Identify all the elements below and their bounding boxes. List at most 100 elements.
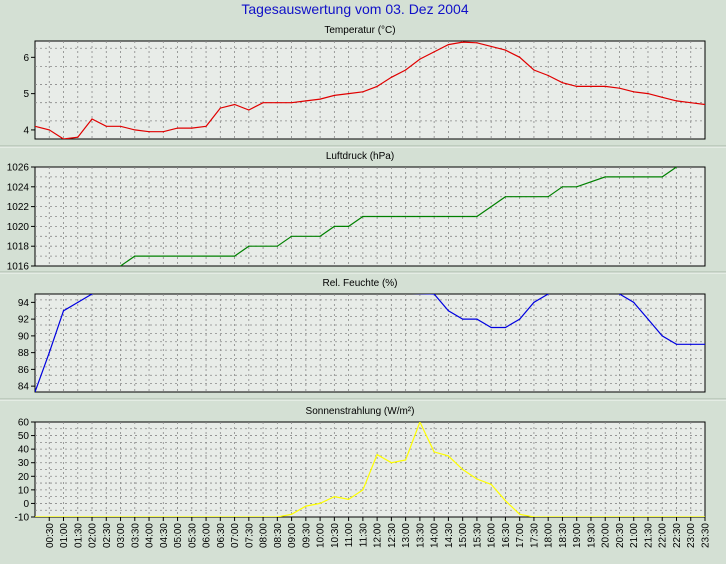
pressure-data-point (290, 235, 293, 237)
temperature-data-point (661, 96, 663, 98)
pressure-data-point (376, 215, 378, 218)
humidity-data-point (447, 310, 450, 312)
pressure-data-point (561, 186, 564, 188)
x-tick-label: 03:00 (116, 523, 127, 548)
radiation-data-point (576, 516, 578, 517)
temperature-data-point (419, 58, 421, 60)
pressure-data-point (405, 215, 407, 218)
radiation-y-tick-label: 40 (18, 445, 30, 456)
radiation-data-point (319, 502, 321, 505)
humidity-data-point (433, 294, 435, 295)
temperature-data-point (191, 127, 193, 129)
temperature-data-point (405, 69, 407, 71)
radiation-y-tick-label: -10 (15, 513, 30, 524)
temperature-data-point (91, 118, 93, 120)
radiation-data-point (35, 516, 36, 517)
temperature-data-point (319, 98, 321, 100)
humidity-data-point (633, 301, 635, 303)
pressure-data-point (233, 255, 236, 257)
radiation-data-point (348, 498, 350, 500)
humidity-chart-title: Rel. Feuchte (%) (322, 278, 397, 289)
temperature-data-point (433, 51, 435, 53)
radiation-data-point (119, 516, 122, 517)
humidity-data-point (675, 343, 678, 345)
x-tick-label: 07:30 (244, 523, 255, 548)
pressure-y-tick-label: 1026 (7, 163, 30, 174)
temperature-grid (35, 41, 705, 139)
x-tick-label: 21:30 (643, 523, 654, 548)
pressure-data-point (319, 235, 321, 237)
pressure-data-point (476, 215, 478, 218)
pressure-panel: Luftdruck (hPa) 1016 1018 1020 1022 1024 1026 (0, 151, 726, 274)
temperature-data-point (490, 45, 492, 48)
x-tick-label: 18:00 (544, 523, 555, 548)
pressure-y-tick-label: 1016 (7, 262, 30, 273)
x-tick-label: 17:30 (529, 523, 540, 548)
temperature-data-point (262, 102, 264, 104)
radiation-y-tick-label: 60 (18, 418, 30, 429)
temperature-panel: Temperatur (°C) 4 5 6 (0, 25, 726, 148)
x-tick-label: 22:30 (672, 523, 683, 548)
humidity-grid (35, 294, 705, 392)
humidity-y-tick-label: 88 (18, 348, 30, 359)
radiation-y-tick-label: 50 (18, 431, 30, 442)
x-tick-label: 19:30 (586, 523, 597, 548)
humidity-data-point (547, 294, 549, 295)
humidity-points (35, 294, 705, 392)
x-axis: 00:30 01:00 01:30 02:00 02:30 03:00 03:30 04:00… (45, 517, 712, 548)
x-tick-label: 21:00 (629, 523, 640, 548)
humidity-data-point (647, 318, 649, 320)
temperature-data-point (162, 131, 164, 133)
x-tick-label: 01:30 (73, 523, 84, 548)
radiation-data-point (376, 453, 378, 456)
x-tick-label: 00:30 (45, 523, 56, 548)
temperature-data-point (690, 102, 692, 104)
temperature-data-point (77, 136, 79, 138)
humidity-data-point (490, 326, 492, 329)
x-tick-label: 07:00 (230, 523, 241, 548)
temperature-data-point (305, 100, 307, 102)
pressure-data-point (547, 196, 549, 198)
pressure-data-point (205, 255, 207, 257)
x-tick-label: 18:30 (558, 523, 569, 548)
x-tick-label: 11:00 (344, 523, 355, 548)
temperature-data-point (390, 76, 392, 78)
humidity-panel: Rel. Feuchte (%) 84 86 88 90 92 94 (0, 278, 726, 401)
radiation-data-point (148, 516, 150, 517)
pressure-data-point (633, 176, 635, 178)
humidity-data-point (533, 301, 535, 303)
x-tick-label: 09:00 (287, 523, 298, 548)
temperature-data-point (233, 103, 236, 106)
humidity-y-tick-label: 86 (18, 365, 30, 376)
x-tick-label: 08:30 (273, 523, 284, 548)
humidity-y-tick-label: 84 (18, 382, 30, 393)
x-tick-label: 02:00 (88, 523, 99, 548)
x-tick-label: 04:00 (145, 523, 156, 548)
radiation-y-tick-label: 30 (18, 458, 30, 469)
temperature-data-point (276, 102, 278, 104)
radiation-data-point (305, 505, 307, 507)
x-tick-label: 17:00 (515, 523, 526, 548)
temperature-y-tick-label: 4 (23, 125, 29, 136)
x-tick-label: 12:30 (387, 523, 398, 548)
temperature-data-point (148, 131, 150, 133)
humidity-data-point (48, 352, 50, 354)
x-tick-label: 08:00 (259, 523, 270, 548)
radiation-data-point (604, 516, 606, 517)
temperature-data-point (35, 125, 36, 127)
radiation-data-point (519, 513, 521, 515)
temperature-data-point (604, 85, 606, 87)
pressure-data-point (362, 215, 364, 218)
radiation-data-point (62, 516, 65, 517)
radiation-data-point (447, 455, 450, 457)
temperature-data-point (362, 91, 364, 93)
radiation-y-tick-label: 0 (23, 499, 29, 510)
x-tick-label: 22:00 (658, 523, 669, 548)
x-tick-label: 10:00 (316, 523, 327, 548)
humidity-data-point (661, 335, 663, 337)
radiation-data-point (390, 462, 392, 464)
pressure-data-point (119, 265, 122, 266)
humidity-data-point (704, 343, 705, 345)
temperature-data-point (633, 91, 635, 93)
radiation-data-point (419, 422, 421, 423)
